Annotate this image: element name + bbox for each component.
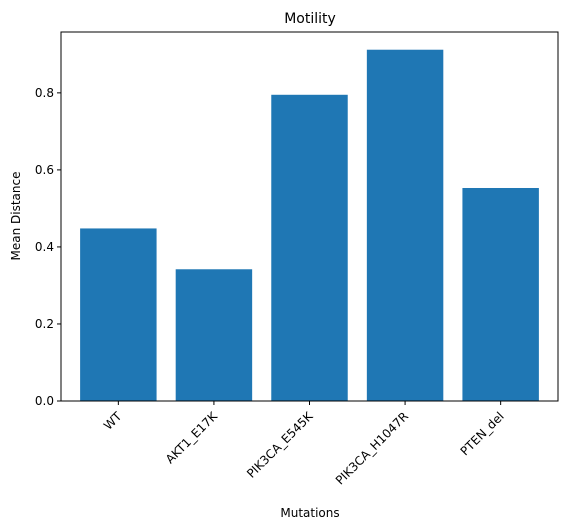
x-tick-label: AKT1_E17K bbox=[163, 408, 221, 466]
bar-wt bbox=[80, 228, 157, 401]
x-tick-label: PIK3CA_H1047R bbox=[333, 409, 411, 487]
y-tick-label: 0.4 bbox=[35, 240, 54, 254]
x-tick-label: PIK3CA_E545K bbox=[244, 408, 316, 480]
bar-pik3ca-h1047r bbox=[366, 49, 444, 401]
x-tick-label: WT bbox=[101, 409, 125, 433]
x-tick-label: PTEN_del bbox=[458, 409, 507, 458]
plot-frame bbox=[60, 31, 559, 402]
x-axis: WT AKT1_E17K PIK3CA_E545K PIK3CA_H1047R PTEN… bbox=[101, 401, 507, 488]
bar-akt1-e17k bbox=[175, 269, 253, 401]
bars-group bbox=[80, 49, 539, 401]
y-axis: 0.0 0.2 0.4 0.6 0.8 bbox=[35, 86, 61, 408]
bar-pik3ca-e545k bbox=[271, 94, 348, 401]
y-axis-label: Mean Distance bbox=[9, 172, 23, 261]
x-axis-label: Mutations bbox=[280, 506, 339, 520]
y-tick-label: 0.8 bbox=[35, 86, 54, 100]
chart-title: Motility bbox=[284, 11, 336, 27]
bar-pten-del bbox=[462, 187, 539, 401]
y-tick-label: 0.0 bbox=[35, 394, 54, 408]
y-tick-label: 0.2 bbox=[35, 317, 54, 331]
y-tick-label: 0.6 bbox=[35, 163, 54, 177]
